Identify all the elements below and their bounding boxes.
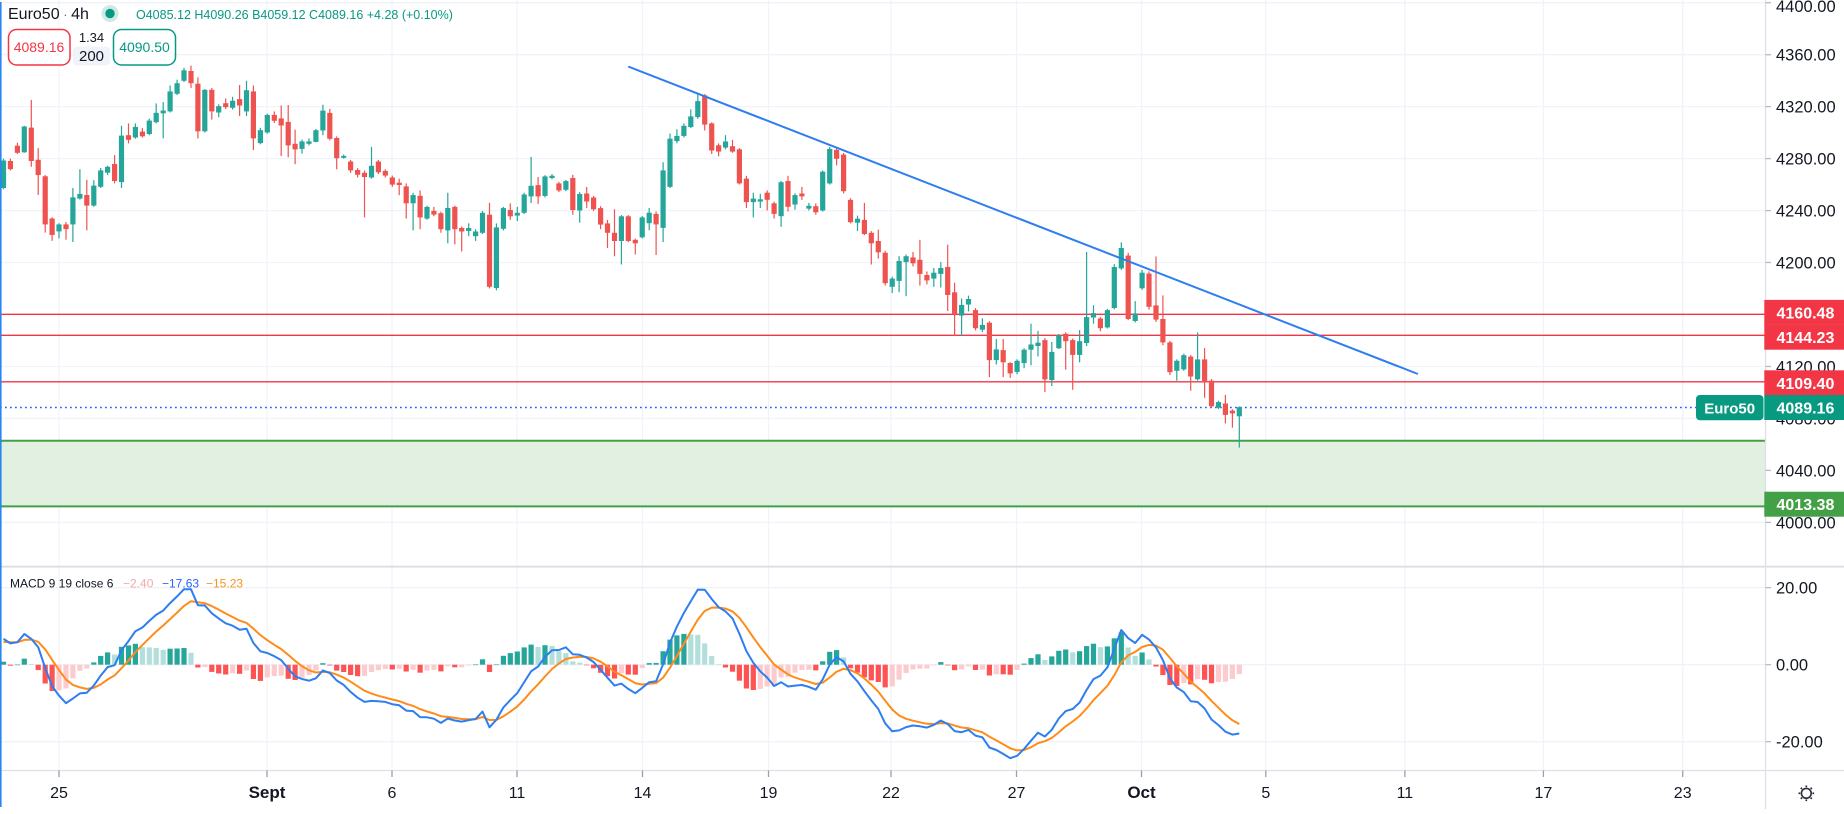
svg-text:Euro50: Euro50	[1704, 401, 1755, 418]
svg-text:11: 11	[1397, 785, 1414, 802]
svg-text:4090.50: 4090.50	[119, 39, 170, 55]
svg-text:−17.63: −17.63	[162, 577, 199, 591]
svg-text:Euro50 · 4h: Euro50 · 4h	[8, 6, 89, 23]
svg-text:19: 19	[760, 785, 778, 802]
svg-text:4013.38: 4013.38	[1777, 497, 1835, 514]
svg-text:4400.00: 4400.00	[1776, 0, 1836, 16]
svg-text:4160.48: 4160.48	[1777, 305, 1835, 322]
svg-text:4089.16: 4089.16	[14, 39, 65, 55]
svg-text:4320.00: 4320.00	[1776, 99, 1836, 117]
svg-text:−15.23: −15.23	[206, 577, 243, 591]
svg-text:4240.00: 4240.00	[1776, 203, 1836, 221]
svg-text:1.34: 1.34	[79, 30, 104, 45]
svg-text:4360.00: 4360.00	[1776, 47, 1836, 65]
svg-text:11: 11	[509, 785, 526, 802]
svg-text:22: 22	[882, 785, 900, 802]
svg-text:4109.40: 4109.40	[1777, 376, 1835, 393]
svg-text:23: 23	[1674, 785, 1692, 802]
svg-text:200: 200	[79, 48, 104, 65]
svg-text:4089.16: 4089.16	[1777, 401, 1835, 418]
svg-text:4280.00: 4280.00	[1776, 151, 1836, 169]
svg-text:MACD 9 19 close 6: MACD 9 19 close 6	[10, 577, 114, 591]
svg-text:17: 17	[1535, 785, 1553, 802]
svg-text:−2.40: −2.40	[123, 577, 154, 591]
svg-text:20.00: 20.00	[1776, 580, 1817, 598]
svg-text:4144.23: 4144.23	[1777, 330, 1835, 347]
svg-text:5: 5	[1261, 785, 1270, 802]
svg-text:Sept: Sept	[249, 783, 286, 802]
svg-text:Oct: Oct	[1127, 783, 1156, 802]
svg-text:4200.00: 4200.00	[1776, 255, 1836, 273]
svg-text:14: 14	[634, 785, 652, 802]
svg-text:25: 25	[50, 785, 68, 802]
svg-text:4000.00: 4000.00	[1776, 514, 1836, 532]
svg-text:-20.00: -20.00	[1776, 734, 1823, 752]
svg-text:0.00: 0.00	[1776, 657, 1808, 675]
svg-text:4040.00: 4040.00	[1776, 462, 1836, 480]
svg-text:27: 27	[1008, 785, 1026, 802]
svg-text:6: 6	[388, 785, 397, 802]
svg-text:O4085.12 H4090.26 B4059.12 C40: O4085.12 H4090.26 B4059.12 C4089.16 +4.2…	[136, 8, 453, 22]
